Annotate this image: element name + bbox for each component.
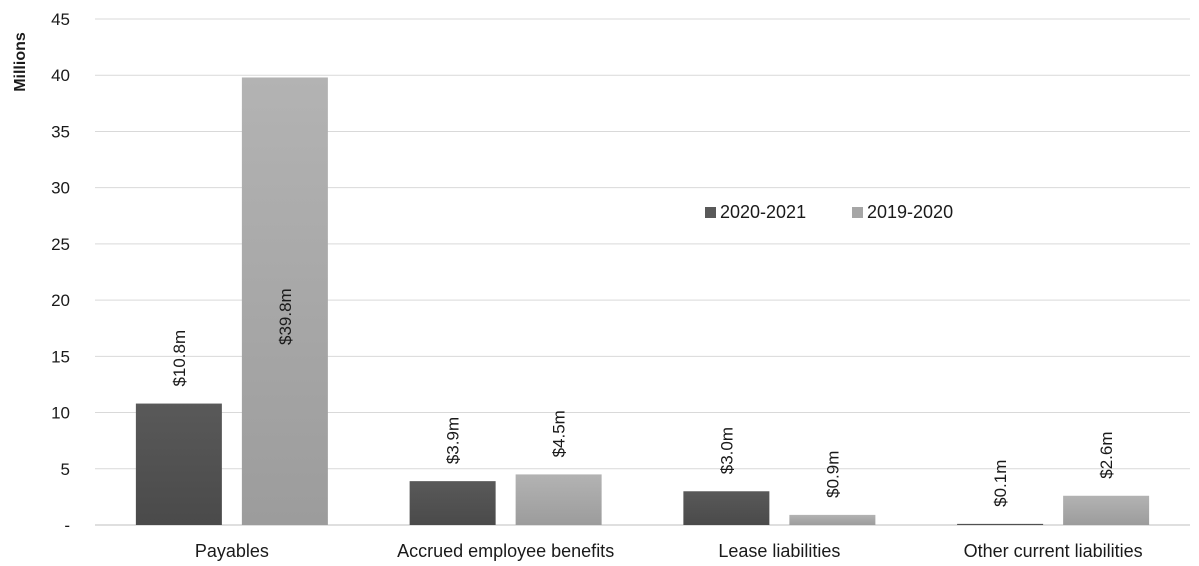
legend-swatch — [852, 207, 863, 218]
bar-2020-2021-other-current-liabilities — [957, 524, 1043, 525]
y-tick-label: 20 — [51, 291, 70, 310]
y-tick-label: 15 — [51, 347, 70, 366]
y-axis-label: Millions — [12, 32, 29, 92]
bar-2019-2020-other-current-liabilities — [1063, 496, 1149, 525]
data-label: $2.6m — [1097, 432, 1116, 479]
y-tick-label: 30 — [51, 179, 70, 198]
legend-swatch — [705, 207, 716, 218]
y-tick-label: 5 — [61, 460, 70, 479]
y-tick-label: 10 — [51, 404, 70, 423]
bar-2019-2020-lease-liabilities — [789, 515, 875, 525]
y-tick-label: 45 — [51, 10, 70, 29]
bar-2019-2020-accrued-employee-benefits — [516, 474, 602, 525]
data-label: $4.5m — [550, 410, 569, 457]
bar-2020-2021-lease-liabilities — [683, 491, 769, 525]
legend-label: 2019-2020 — [867, 202, 953, 222]
y-tick-label: 40 — [51, 66, 70, 85]
data-label: $0.9m — [823, 451, 842, 498]
data-label: $0.1m — [991, 460, 1010, 507]
category-label: Lease liabilities — [718, 541, 840, 561]
y-tick-label: - — [64, 516, 70, 535]
y-tick-label: 25 — [51, 235, 70, 254]
data-label: $3.9m — [444, 417, 463, 464]
category-label: Accrued employee benefits — [397, 541, 614, 561]
bar-2020-2021-payables — [136, 404, 222, 525]
data-label: $10.8m — [170, 330, 189, 387]
bar-2020-2021-accrued-employee-benefits — [410, 481, 496, 525]
y-tick-label: 35 — [51, 122, 70, 141]
data-label: $3.0m — [717, 427, 736, 474]
category-label: Payables — [195, 541, 269, 561]
legend-label: 2020-2021 — [720, 202, 806, 222]
data-label: $39.8m — [276, 288, 295, 345]
category-label: Other current liabilities — [964, 541, 1143, 561]
